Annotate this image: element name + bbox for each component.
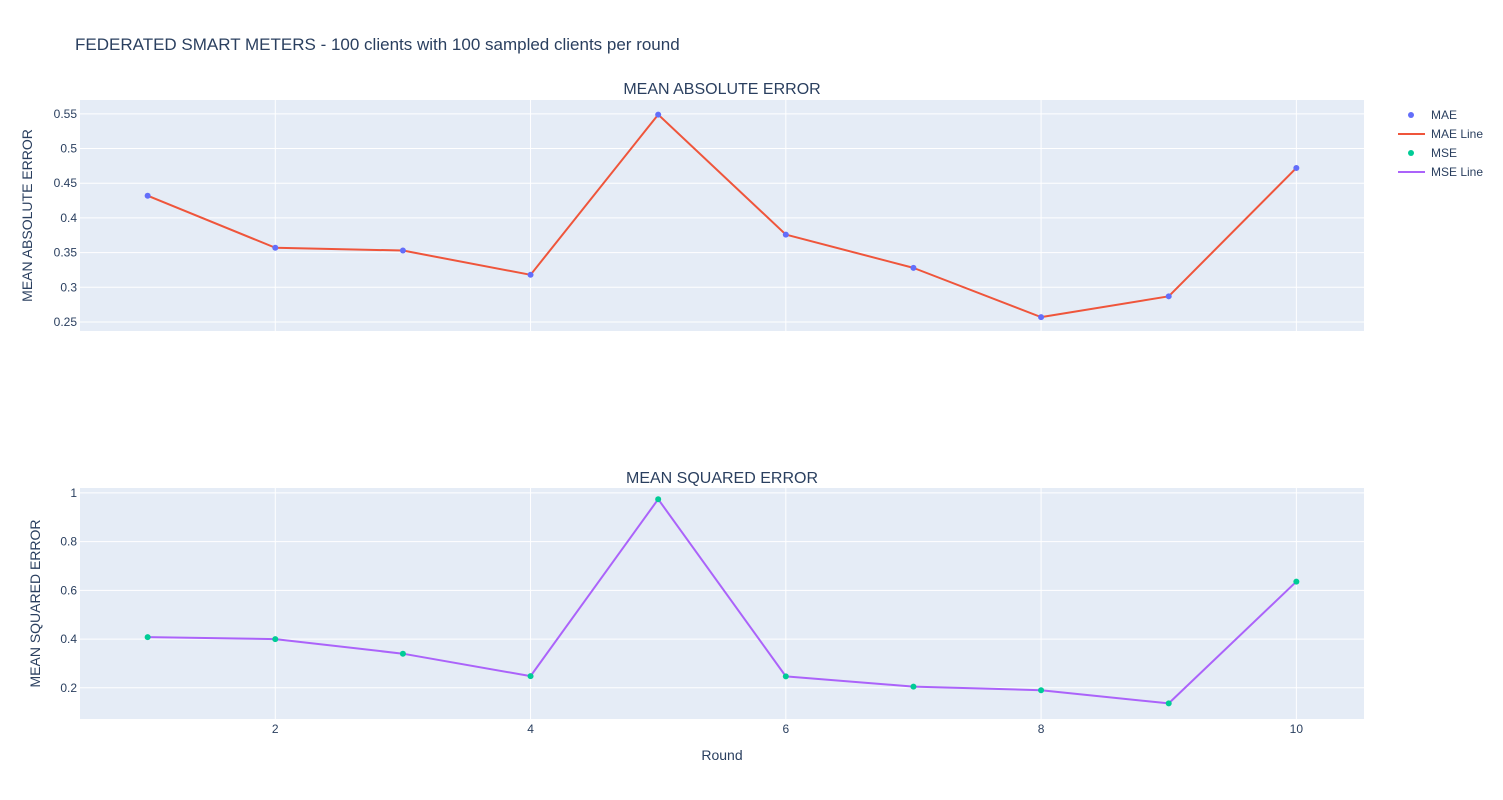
x-tick-label: 6 [782,722,789,736]
data-point-mae[interactable] [527,271,534,278]
data-point-mae[interactable] [1038,314,1045,321]
x-tick-label: 2 [272,722,279,736]
data-point-mse[interactable] [1038,687,1045,694]
data-point-mse[interactable] [1165,700,1172,707]
y-tick-label: 0.3 [60,280,77,294]
y-tick-label: 0.55 [54,107,78,121]
subplot-title: MEAN ABSOLUTE ERROR [623,81,820,98]
y-tick-label: 0.45 [54,176,78,190]
y-tick-label: 0.8 [60,535,77,549]
data-point-mae[interactable] [144,192,151,199]
y-tick-label: 0.5 [60,142,77,156]
legend-label: MAE Line [1431,127,1483,141]
data-point-mse[interactable] [782,673,789,680]
legend-label: MAE [1431,108,1457,122]
legend-item-mse-line[interactable]: MSE Line [1398,165,1483,179]
y-tick-label: 1 [70,486,77,500]
data-point-mse[interactable] [527,673,534,680]
y-tick-label: 0.4 [60,211,77,225]
legend-item-mse[interactable]: MSE [1408,146,1457,160]
legend[interactable]: MAE MAE Line MSE MSE Line [1398,108,1483,179]
y-axis-title: MEAN SQUARED ERROR [27,519,43,687]
y-tick-label: 0.4 [60,632,77,646]
data-point-mae[interactable] [655,111,662,118]
subplot-1: 0.25 0.3 0.35 0.4 0.45 0.5 0.55 MEAN ABSOLUTE E… [19,81,1364,331]
data-point-mse[interactable] [144,634,151,641]
x-tick-label: 8 [1038,722,1045,736]
data-point-mae[interactable] [1293,164,1300,171]
subplot-2: 0.2 0.4 0.6 0.8 1 2 4 6 8 10 MEAN SQUARED ERROR MEA… [27,470,1364,763]
figure-title: FEDERATED SMART METERS - 100 clients wit… [75,35,680,54]
data-point-mse[interactable] [1293,578,1300,585]
legend-label: MSE [1431,146,1457,160]
legend-label: MSE Line [1431,165,1483,179]
data-point-mae[interactable] [782,231,789,238]
y-axis-title: MEAN ABSOLUTE ERROR [19,129,35,302]
x-tick-label: 10 [1290,722,1304,736]
data-point-mae[interactable] [910,264,917,271]
legend-item-mae[interactable]: MAE [1408,108,1457,122]
subplots: 0.25 0.3 0.35 0.4 0.45 0.5 0.55 MEAN ABSOLUTE E… [19,81,1364,763]
data-point-mae[interactable] [272,244,279,251]
subplot-title: MEAN SQUARED ERROR [626,470,818,487]
plot-background [80,100,1364,331]
data-point-mse[interactable] [399,650,406,657]
legend-item-mae-line[interactable]: MAE Line [1398,127,1483,141]
series-line-mse-line [147,498,1298,705]
y-tick-label: 0.35 [54,246,78,260]
data-point-mae[interactable] [399,247,406,254]
y-tick-label: 0.2 [60,681,77,695]
data-point-mse[interactable] [272,636,279,643]
plot-background [80,488,1364,719]
legend-marker-symbol [1408,150,1414,156]
x-tick-label: 4 [527,722,534,736]
series-line-mae-line [147,113,1298,319]
data-point-mse[interactable] [910,683,917,690]
y-tick-label: 0.25 [54,315,78,329]
data-point-mse[interactable] [655,496,662,503]
data-point-mae[interactable] [1165,293,1172,300]
y-tick-label: 0.6 [60,583,77,597]
x-axis-title: Round [701,747,742,763]
legend-marker-symbol [1408,112,1414,118]
